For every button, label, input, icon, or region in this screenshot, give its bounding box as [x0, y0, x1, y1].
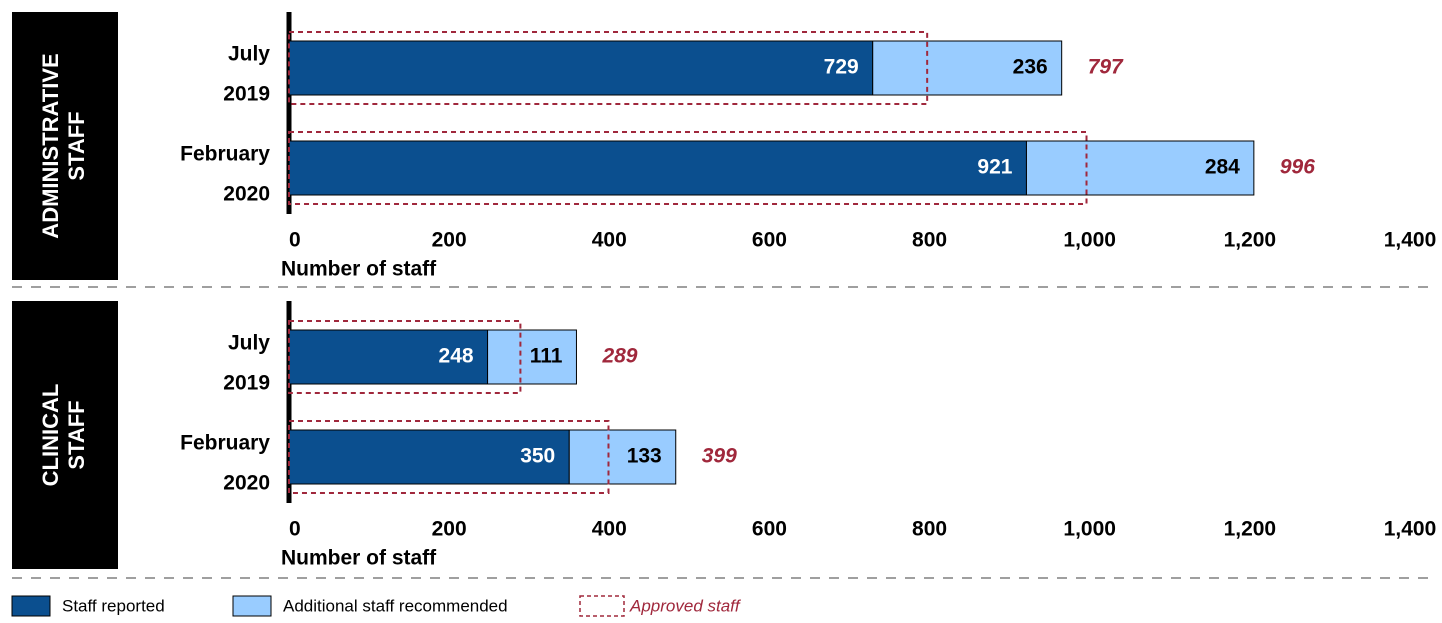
approved-outline [288, 131, 1088, 205]
approved-label: 797 [1088, 56, 1124, 79]
bar-segment [288, 40, 874, 96]
category-label: July [228, 332, 270, 355]
x-tick-label: 200 [432, 518, 467, 541]
x-tick-label: 1,200 [1224, 229, 1277, 252]
approved-label: 289 [601, 345, 637, 368]
bar-segment [288, 140, 1027, 196]
category-label: February [180, 143, 270, 166]
value-label: 236 [1013, 56, 1048, 79]
category-label: July [228, 43, 270, 66]
x-tick-label: 1,400 [1384, 518, 1437, 541]
value-label: 284 [1205, 156, 1240, 179]
x-axis-label: Number of staff [281, 258, 437, 281]
legend-swatch [579, 595, 625, 617]
approved-label: 996 [1280, 156, 1315, 179]
legend-swatch [232, 595, 272, 617]
value-label: 729 [824, 56, 859, 79]
approved-outline [288, 31, 929, 105]
approved-label: 399 [702, 445, 737, 468]
x-tick-label: 400 [592, 229, 627, 252]
x-tick-label: 200 [432, 229, 467, 252]
bar-segment [288, 429, 570, 485]
x-tick-label: 1,000 [1063, 518, 1116, 541]
approved-outline [288, 420, 610, 494]
x-tick-label: 0 [289, 229, 301, 252]
legend-label: Approved staff [629, 596, 742, 615]
x-axis-label: Number of staff [281, 547, 437, 570]
x-tick-label: 600 [752, 229, 787, 252]
value-label: 111 [530, 345, 563, 368]
x-tick-label: 800 [912, 518, 947, 541]
value-label: 350 [520, 445, 555, 468]
x-tick-label: 0 [289, 518, 301, 541]
panel-label: ADMINISTRATIVE [38, 53, 63, 238]
bar-segment [487, 329, 577, 385]
category-label: February [180, 432, 270, 455]
bar-segment [872, 40, 1063, 96]
x-tick-label: 1,000 [1063, 229, 1116, 252]
legend-swatch [11, 595, 51, 617]
category-label: 2020 [223, 183, 270, 206]
bar-segment [568, 429, 677, 485]
x-tick-label: 600 [752, 518, 787, 541]
value-label: 248 [439, 345, 474, 368]
category-label: 2020 [223, 472, 270, 495]
bar-segment [1025, 140, 1255, 196]
x-tick-label: 400 [592, 518, 627, 541]
bar-segment [288, 329, 489, 385]
legend-label: Staff reported [62, 596, 165, 615]
category-label: 2019 [223, 83, 270, 106]
legend-label: Additional staff recommended [283, 596, 508, 615]
panel-label: STAFF [64, 111, 89, 180]
value-label: 133 [627, 445, 662, 468]
category-label: 2019 [223, 372, 270, 395]
panel-label: STAFF [64, 400, 89, 469]
panel-label: CLINICAL [38, 384, 63, 487]
approved-outline [288, 320, 522, 394]
panel-box [12, 301, 118, 569]
x-tick-label: 1,200 [1224, 518, 1277, 541]
panel-box [12, 12, 118, 280]
value-label: 921 [977, 156, 1012, 179]
x-tick-label: 1,400 [1384, 229, 1437, 252]
x-tick-label: 800 [912, 229, 947, 252]
